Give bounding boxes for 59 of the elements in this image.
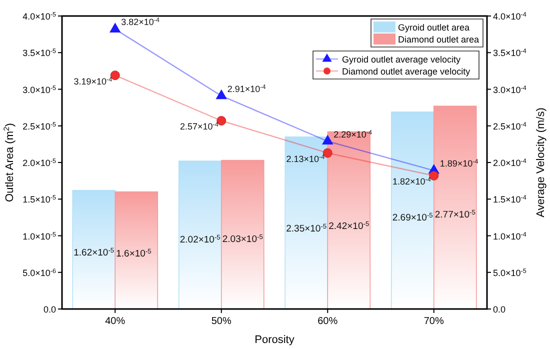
data-label: 2.91×10$^{-4}$	[227, 83, 266, 94]
y2-axis-title: Average Velocity (m/s)	[535, 108, 547, 218]
y2-tick-label: 5.0×10$^{-5}$	[493, 267, 527, 278]
data-label: 2.57×10$^{-4}$	[180, 121, 219, 132]
data-label: 3.82×10$^{-4}$	[121, 16, 160, 28]
legend-label: Gyroid outlet average velocity	[342, 54, 462, 64]
y-tick-label: 2.0×10$^{-5}$	[22, 158, 56, 168]
bar	[220, 160, 264, 310]
y2-tick-label: 4.0×10$^{-4}$	[493, 11, 527, 22]
bar	[327, 131, 371, 310]
data-label: 2.77×10$^{-5}$	[434, 209, 476, 221]
y2-tick-label: 1.0×10$^{-4}$	[493, 230, 527, 242]
point	[110, 70, 120, 80]
bar	[72, 190, 116, 310]
point	[216, 116, 226, 126]
data-label: 2.02×10$^{-5}$	[180, 234, 221, 246]
data-label: 2.03×10$^{-5}$	[222, 234, 264, 246]
y2-tick-label: 3.5×10$^{-4}$	[493, 48, 527, 58]
x-tick-label: 70%	[424, 316, 444, 327]
legend-label: Diamond outlet average velocity	[342, 66, 471, 76]
data-label: 2.35×10$^{-5}$	[286, 223, 327, 235]
bar	[178, 160, 222, 310]
data-label: 1.89×10$^{-4}$	[440, 158, 479, 169]
y-tick-label: 1.5×10$^{-5}$	[22, 194, 56, 205]
data-label: 2.42×10$^{-5}$	[328, 220, 370, 232]
y-tick-label: 3.0×10$^{-5}$	[22, 84, 56, 95]
y2-tick-label: 3.0×10$^{-4}$	[493, 84, 527, 95]
bar	[284, 136, 328, 310]
x-tick-label: 40%	[105, 316, 126, 327]
point	[322, 148, 332, 158]
bar	[114, 191, 158, 310]
y-tick-label: 0.0	[43, 304, 56, 314]
legend-label: Gyroid outlet area	[398, 22, 470, 32]
bar	[433, 106, 477, 310]
y-tick-label: 5.0×10$^{-6}$	[22, 267, 56, 278]
y-tick-label: 1.0×10$^{-5}$	[22, 230, 56, 242]
x-tick-label: 60%	[318, 316, 338, 327]
point	[216, 89, 228, 100]
y-tick-label: 4.0×10$^{-5}$	[22, 11, 56, 22]
data-label: 1.6×10$^{-5}$	[116, 248, 152, 260]
y-tick-label: 2.5×10$^{-5}$	[22, 120, 56, 132]
data-label: 2.13×10$^{-4}$	[286, 153, 326, 164]
point	[429, 170, 439, 180]
bar	[390, 112, 434, 310]
data-label: 2.69×10$^{-5}$	[392, 212, 434, 224]
data-label: 3.19×10$^{-4}$	[74, 76, 113, 86]
legend-label: Diamond outlet area	[398, 34, 480, 44]
x-tick-label: 50%	[211, 316, 232, 327]
y2-tick-label: 1.5×10$^{-4}$	[493, 194, 527, 205]
data-label: 1.62×10$^{-5}$	[74, 247, 114, 259]
y2-tick-label: 2.0×10$^{-4}$	[493, 158, 527, 168]
x-axis-title: Porosity	[254, 334, 295, 346]
data-label: 2.29×10$^{-4}$	[334, 128, 373, 140]
y-tick-label: 3.5×10$^{-5}$	[22, 48, 56, 58]
y2-tick-label: 0.0	[493, 304, 506, 314]
point	[109, 22, 121, 32]
data-label: 1.82×10$^{-4}$	[392, 176, 432, 187]
y2-tick-label: 2.5×10$^{-4}$	[493, 120, 527, 132]
point	[322, 134, 334, 145]
